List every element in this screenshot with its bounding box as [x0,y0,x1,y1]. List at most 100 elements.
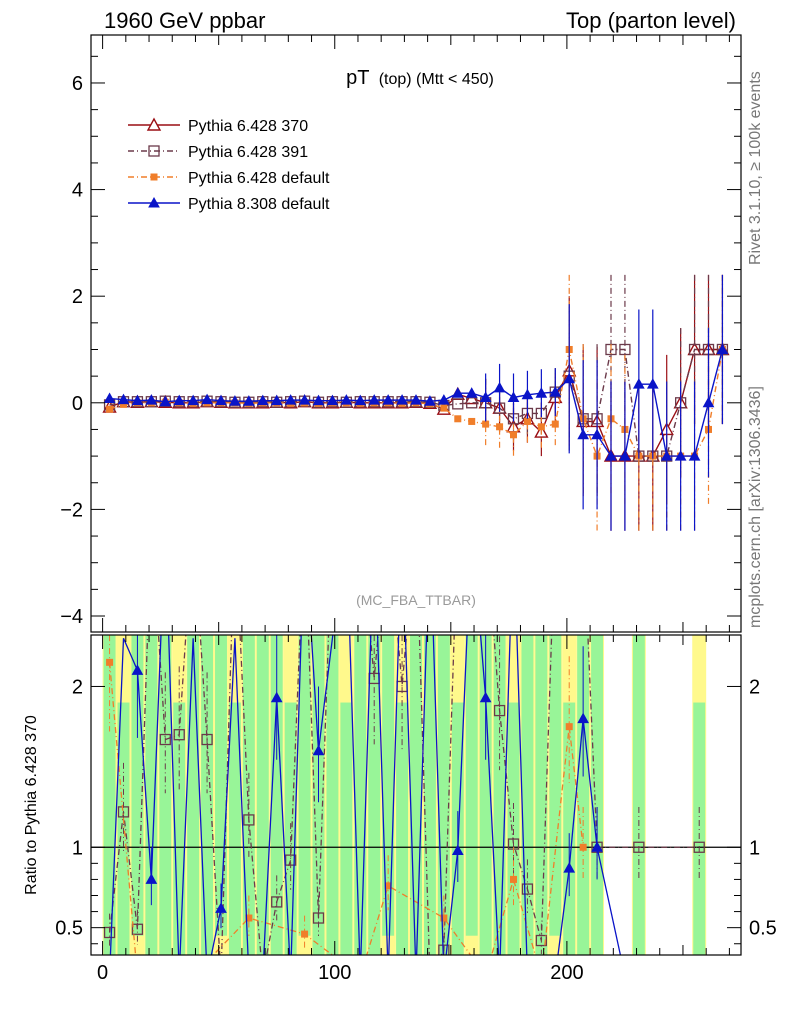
ratio-point [245,914,253,922]
ratio-y-tick-label: 0.5 [55,918,83,940]
data-point [605,450,617,461]
ratio-point [103,926,116,939]
data-point [496,423,504,431]
data-point [354,394,367,406]
side-text-top: Rivet 3.1.10, ≥ 100k events [747,71,764,265]
data-point [535,387,548,398]
data-point [510,431,517,439]
band-inner [298,635,311,936]
band-inner [145,635,158,955]
band-inner [563,702,576,955]
series-line-2 [109,349,724,459]
data-point [688,343,701,356]
legend: Pythia 6.428 370 Pythia 6.428 391 Pythia 6… [128,117,330,213]
band-inner [507,702,520,955]
ratio-frame [90,634,742,956]
plot-title: pT (top) (Mtt < 450) [346,67,494,89]
ratio-y-tick-label: 1 [72,837,83,859]
ratio-y-tick-label: 2 [72,676,83,698]
ratio-point [201,733,213,746]
legend-label: Pythia 6.428 370 [188,118,308,135]
ratio-point [591,841,603,852]
data-point [702,396,715,408]
ratio-point [451,844,464,855]
ratio-point [565,723,573,731]
data-point [382,394,394,405]
x-tick-label: 0 [97,962,108,984]
ratio-panel-bands [102,635,707,955]
band-inner [549,635,562,936]
header-left: 1960 GeV ppbar [104,8,265,33]
band-inner [159,635,172,955]
band-inner [493,635,506,955]
legend-label: Pythia 6.428 default [188,170,330,187]
band-inner [201,635,214,955]
band-inner [577,635,590,955]
ratio-point [215,902,227,913]
band-inner [382,635,395,936]
ratio-line-2 [109,635,622,955]
data-point [368,394,381,405]
ratio-point [145,873,158,884]
ratio-point [312,744,325,756]
legend-label: Pythia 8.308 default [188,196,330,213]
band-inner [326,635,339,955]
data-point [507,391,520,402]
legend-marker [148,145,160,157]
y-tick-label: 0 [72,393,83,415]
ratio-point [117,806,130,818]
ratio-point [693,841,705,853]
y-tick-label: 6 [72,73,83,95]
data-point [270,394,283,406]
ratio-point [633,841,645,853]
data-point [523,417,531,425]
band-inner [465,635,478,936]
ratio-panel-axes: 0.5 0.5 1 1 2 2 0 100 200 [55,634,777,984]
data-point [465,387,478,398]
ratio-point [243,814,255,826]
ratio-point [521,883,534,895]
data-point [521,388,534,400]
band-inner [410,635,422,955]
data-point [551,420,559,428]
band-inner [256,635,269,955]
data-point [424,395,436,406]
data-point [396,394,408,405]
ratio-point [159,733,171,746]
data-point [452,398,464,410]
band-inner [368,635,381,955]
y-tick-label: 4 [72,180,83,202]
legend-marker [150,173,158,181]
ratio-y-tick-label-right: 1 [749,837,760,859]
data-point [187,394,199,406]
ratio-point [579,843,587,851]
data-point [229,395,241,406]
data-point [537,423,545,431]
ratio-point [577,712,589,724]
x-tick-label: 100 [318,962,351,984]
data-point [674,450,687,461]
band-inner [173,702,186,955]
data-point [577,428,589,440]
band-inner [423,635,436,955]
ratio-point [312,912,325,924]
plot-title-sub: (top) (Mtt < 450) [379,71,494,88]
ratio-point [173,729,185,741]
band-inner [228,702,241,955]
ratio-y-tick-label-right: 2 [749,676,760,698]
ratio-point [493,704,506,717]
data-point [438,394,450,405]
band-inner [396,702,409,955]
data-point [454,415,462,423]
legend-marker [148,196,160,208]
data-point [468,417,476,425]
ratio-point [440,914,448,922]
ratio-point [563,862,576,873]
band-inner [270,635,283,955]
data-point [326,394,339,406]
data-point [549,386,562,397]
data-point [173,394,186,406]
ratio-panel-series [91,635,741,955]
ratio-point [271,896,283,908]
band-inner [354,635,367,955]
